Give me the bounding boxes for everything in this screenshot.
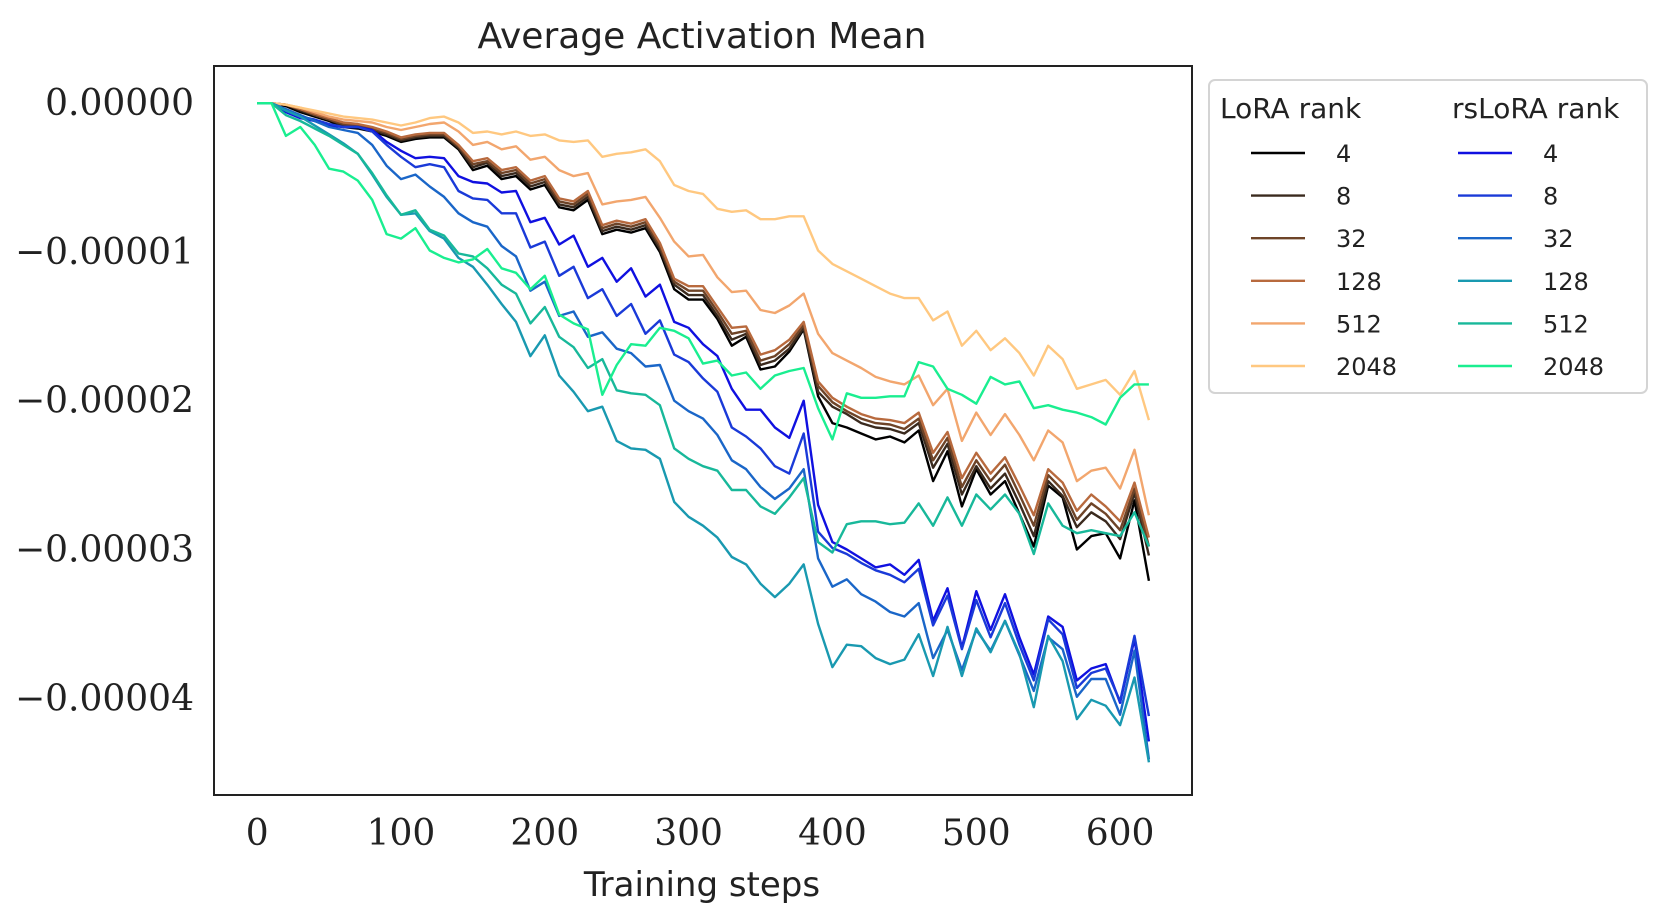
legend-label-rslora-32: 32 (1543, 225, 1574, 253)
y-tick-label: −0.00004 (15, 678, 194, 719)
legend-label-rslora-4: 4 (1543, 140, 1558, 168)
legend-label-rslora-2048: 2048 (1543, 353, 1604, 381)
legend-label-rslora-8: 8 (1543, 183, 1558, 211)
y-tick-label: −0.00003 (15, 530, 194, 571)
legend-label-lora-32: 32 (1336, 225, 1367, 253)
plot-frame (213, 65, 1193, 796)
series-line-rslora-2048 (257, 101, 1149, 441)
x-axis: 0 100 200 300 400 500 600 (246, 813, 1155, 854)
legend-label-lora-128: 128 (1336, 268, 1382, 296)
series-line-lora-512 (257, 101, 1151, 516)
x-tick-label: 600 (1086, 813, 1155, 854)
legend-label-rslora-512: 512 (1543, 310, 1589, 338)
legend-title-rslora: rsLoRA rank (1452, 92, 1620, 125)
legend-label-rslora-128: 128 (1543, 268, 1589, 296)
legend-entries: 4 8 32 128 512 2048 4 8 32 128 512 2048 (1251, 140, 1604, 381)
series-line-rslora-4 (257, 101, 1151, 742)
legend-label-lora-512: 512 (1336, 310, 1382, 338)
x-tick-label: 500 (942, 813, 1011, 854)
legend: LoRA rank rsLoRA rank 4 8 32 128 512 2048 4 8 32… (1208, 79, 1648, 394)
legend-label-lora-2048: 2048 (1336, 353, 1397, 381)
series-layer (257, 101, 1151, 763)
series-line-lora-2048 (257, 101, 1151, 421)
series-line-lora-8 (257, 101, 1151, 556)
x-tick-label: 200 (510, 813, 579, 854)
x-axis-label: Training steps (583, 865, 820, 905)
legend-label-lora-8: 8 (1336, 183, 1351, 211)
x-tick-label: 300 (654, 813, 723, 854)
x-tick-label: 0 (246, 813, 269, 854)
legend-frame (1208, 79, 1648, 394)
legend-label-lora-4: 4 (1336, 140, 1351, 168)
x-tick-label: 100 (367, 813, 436, 854)
series-line-lora-128 (257, 101, 1151, 538)
series-line-lora-4 (257, 101, 1151, 582)
series-line-rslora-512 (257, 101, 1151, 556)
y-axis: 0.00000 −0.00001 −0.00002 −0.00003 −0.00004 (15, 83, 194, 719)
y-tick-label: 0.00000 (45, 83, 194, 124)
series-line-rslora-8 (257, 101, 1151, 717)
series-line-lora-32 (257, 101, 1151, 547)
y-tick-label: −0.00002 (15, 381, 194, 422)
chart-title: Average Activation Mean (477, 16, 926, 57)
y-tick-label: −0.00001 (15, 232, 194, 273)
legend-title-lora: LoRA rank (1220, 92, 1362, 125)
x-tick-label: 400 (798, 813, 867, 854)
